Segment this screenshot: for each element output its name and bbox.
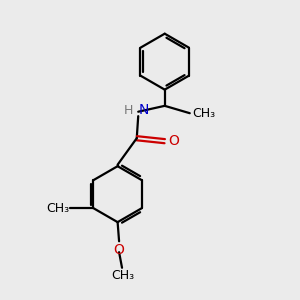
Text: N: N bbox=[138, 103, 148, 117]
Text: H: H bbox=[124, 104, 133, 117]
Text: CH₃: CH₃ bbox=[111, 269, 134, 282]
Text: O: O bbox=[168, 134, 179, 148]
Text: O: O bbox=[114, 243, 124, 257]
Text: CH₃: CH₃ bbox=[46, 202, 69, 215]
Text: CH₃: CH₃ bbox=[192, 107, 215, 120]
